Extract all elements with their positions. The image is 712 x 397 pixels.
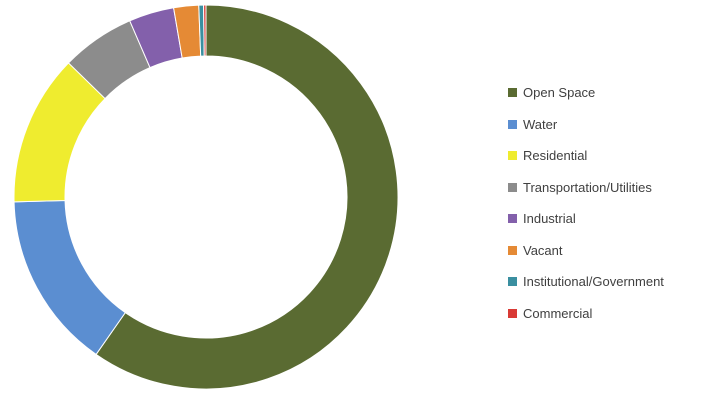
legend-label: Industrial (523, 211, 576, 227)
legend-item-commercial: Commercial (508, 298, 664, 330)
legend-swatch (508, 182, 517, 192)
legend-item-open-space: Open Space (508, 77, 664, 109)
legend-item-water: Water (508, 109, 664, 141)
legend-label: Transportation/Utilities (523, 179, 652, 195)
legend-label: Institutional/Government (523, 274, 664, 290)
donut-chart (13, 4, 399, 390)
legend-item-institutional-government: Institutional/Government (508, 266, 664, 298)
legend-swatch (508, 88, 517, 98)
legend-label: Vacant (523, 242, 563, 258)
legend-swatch (508, 151, 517, 161)
donut-slice-water (13, 200, 126, 356)
legend-label: Residential (523, 148, 588, 164)
donut-slice-open-space (95, 4, 399, 390)
legend-swatch (508, 308, 517, 318)
donut-slice-commercial (203, 4, 207, 57)
legend-label: Water (523, 116, 558, 132)
legend-item-transportation-utilities: Transportation/Utilities (508, 172, 664, 204)
legend-label: Open Space (523, 85, 596, 101)
legend-swatch (508, 245, 517, 255)
legend-label: Commercial (523, 305, 593, 321)
chart-legend: Open Space Water Residential Transportation… (508, 77, 664, 329)
legend-swatch (508, 214, 517, 224)
legend-item-residential: Residential (508, 140, 664, 172)
legend-item-industrial: Industrial (508, 203, 664, 235)
legend-item-vacant: Vacant (508, 235, 664, 267)
legend-swatch (508, 119, 517, 129)
legend-swatch (508, 277, 517, 287)
